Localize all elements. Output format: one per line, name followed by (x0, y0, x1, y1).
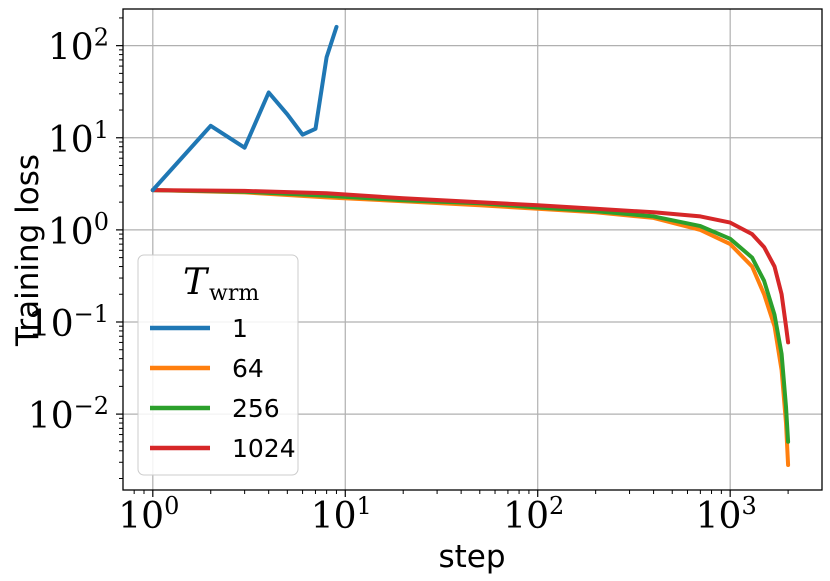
x-axis-label: step (438, 539, 505, 575)
legend-label: 1 (232, 314, 248, 343)
series-line-1024 (150, 188, 791, 345)
legend-label: 64 (232, 354, 264, 383)
x-tick-label: 103 (696, 492, 757, 537)
y-axis-label: Training loss (10, 154, 46, 347)
legend-label: 256 (232, 394, 280, 423)
legend-title: Twrm (183, 262, 259, 306)
legend-title-main: T (183, 262, 210, 303)
legend-box (137, 254, 299, 476)
y-tick-label: 10−2 (28, 392, 109, 437)
legend-label: 1024 (232, 434, 296, 463)
x-tick-label: 100 (118, 492, 179, 537)
x-tick-label: 102 (503, 492, 564, 537)
series-line-1 (150, 24, 339, 193)
y-tick-label: 100 (48, 208, 109, 253)
legend: Twrm 1 64 256 1024 (137, 254, 299, 476)
legend-entries: 1 64 256 1024 (150, 314, 296, 463)
y-tick-label: 101 (48, 116, 109, 161)
x-tick-label: 101 (311, 492, 372, 537)
series-lines (150, 24, 791, 467)
y-tick-label: 102 (48, 24, 109, 69)
plot-frame (122, 8, 823, 491)
y-tick-label: 10−1 (28, 300, 109, 345)
series-line-256 (150, 188, 791, 444)
tick-labels: 100 101 102 103 10−2 10−1 100 101 102 (28, 24, 757, 537)
legend-title-sub: wrm (209, 281, 259, 306)
axis-ticks (116, 17, 789, 497)
